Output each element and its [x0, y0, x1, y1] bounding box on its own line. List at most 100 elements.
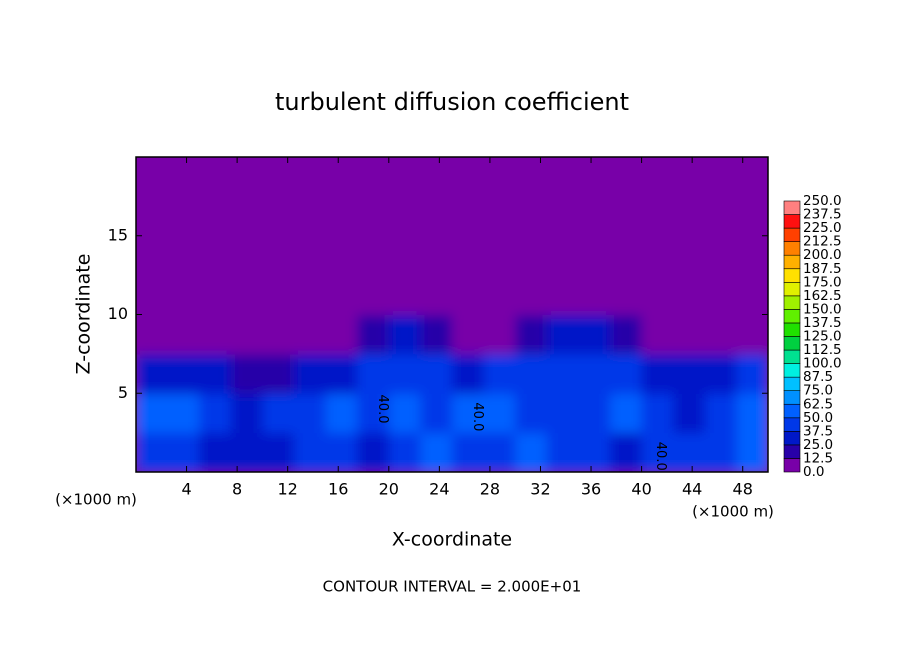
- field-cell: [704, 314, 737, 355]
- field-cell: [641, 432, 674, 472]
- field-cell: [673, 157, 706, 197]
- field-cell: [673, 235, 706, 276]
- field-cell: [294, 157, 327, 197]
- colorbar-label: 212.5: [803, 234, 842, 250]
- field-cell: [136, 353, 169, 394]
- field-cell: [262, 393, 295, 434]
- x-unit: (×1000 m): [55, 491, 137, 509]
- colorbar-label: 200.0: [803, 247, 842, 263]
- field-cell: [673, 432, 706, 472]
- x-tick-label: 28: [480, 480, 500, 499]
- field-cell: [673, 353, 706, 394]
- field-cell: [136, 157, 169, 197]
- field-cell: [420, 196, 453, 237]
- field-cell: [262, 314, 295, 355]
- field-cell: [704, 353, 737, 394]
- field-cell: [483, 353, 516, 394]
- field-cell: [610, 314, 643, 355]
- colorbar-swatch: [783, 214, 801, 229]
- field-cell: [420, 235, 453, 276]
- field-cell: [704, 275, 737, 315]
- field-cell: [610, 196, 643, 237]
- field-cell: [673, 196, 706, 237]
- colorbar-swatch: [783, 336, 801, 351]
- field-cell: [610, 275, 643, 315]
- field-cell: [515, 275, 548, 315]
- field-cell: [641, 393, 674, 434]
- field-cell: [136, 314, 169, 355]
- x-axis-label: X-coordinate: [392, 529, 512, 551]
- field-cell: [483, 432, 516, 472]
- x-tick-label: 12: [278, 480, 298, 499]
- field-cell: [736, 353, 768, 394]
- field-cell: [420, 157, 453, 197]
- colorbar-swatch: [783, 363, 801, 378]
- field-cell: [641, 235, 674, 276]
- field-cell: [357, 196, 390, 237]
- field-cell: [167, 314, 200, 355]
- field-cell: [388, 275, 421, 315]
- field-cell: [515, 196, 548, 237]
- y-tick-label: 5: [118, 383, 128, 402]
- contour-label: 40.0: [653, 442, 668, 471]
- field-cells: [136, 157, 768, 472]
- field-cell: [325, 275, 358, 315]
- field-cell: [420, 393, 453, 434]
- field-cell: [294, 196, 327, 237]
- x-tick-label: 24: [429, 480, 449, 499]
- field-cell: [546, 432, 579, 472]
- field-cell: [420, 432, 453, 472]
- field-cell: [420, 314, 453, 355]
- field-cell: [641, 157, 674, 197]
- colorbar-swatch: [783, 349, 801, 364]
- y-tick-label: 10: [108, 304, 128, 323]
- field-cell: [483, 196, 516, 237]
- field-cell: [515, 393, 548, 434]
- field-cell: [230, 235, 263, 276]
- field-cell: [641, 196, 674, 237]
- colorbar-label: 250.0: [803, 193, 842, 209]
- colorbar-swatch: [783, 295, 801, 310]
- field-cell: [515, 157, 548, 197]
- contour-label: 40.0: [470, 402, 485, 431]
- colorbar-swatch: [783, 417, 801, 432]
- colorbar-label: 37.5: [803, 423, 833, 439]
- field-cell: [610, 235, 643, 276]
- field-cell: [167, 393, 200, 434]
- field-cell: [578, 196, 611, 237]
- field-cell: [262, 275, 295, 315]
- field-cell: [167, 275, 200, 315]
- field-cell: [230, 314, 263, 355]
- field-cell: [388, 235, 421, 276]
- field-cell: [136, 393, 169, 434]
- field-cell: [357, 157, 390, 197]
- field-cell: [325, 393, 358, 434]
- field-cell: [357, 393, 390, 434]
- field-cell: [388, 157, 421, 197]
- field-cell: [262, 432, 295, 472]
- field-cell: [515, 235, 548, 276]
- field-cell: [452, 353, 485, 394]
- colorbar-label: 112.5: [803, 342, 842, 358]
- colorbar-swatch: [783, 281, 801, 297]
- field-cell: [167, 157, 200, 197]
- colorbar-swatch: [783, 431, 801, 446]
- field-cell: [610, 353, 643, 394]
- x-tick-label: 48: [733, 480, 753, 499]
- field-cell: [230, 157, 263, 197]
- contour-label: 40.0: [375, 395, 390, 424]
- field-cell: [199, 196, 232, 237]
- field-cell: [483, 235, 516, 276]
- field-cell: [610, 393, 643, 434]
- colorbar-swatch: [783, 390, 801, 405]
- x-tick-label: 40: [631, 480, 651, 499]
- colorbar-swatch: [783, 200, 801, 215]
- field-cell: [294, 353, 327, 394]
- field-cell: [199, 157, 232, 197]
- x-tick-label: 44: [682, 480, 702, 499]
- field-cell: [262, 235, 295, 276]
- field-cell: [578, 314, 611, 355]
- colorbar-label: 100.0: [803, 356, 842, 372]
